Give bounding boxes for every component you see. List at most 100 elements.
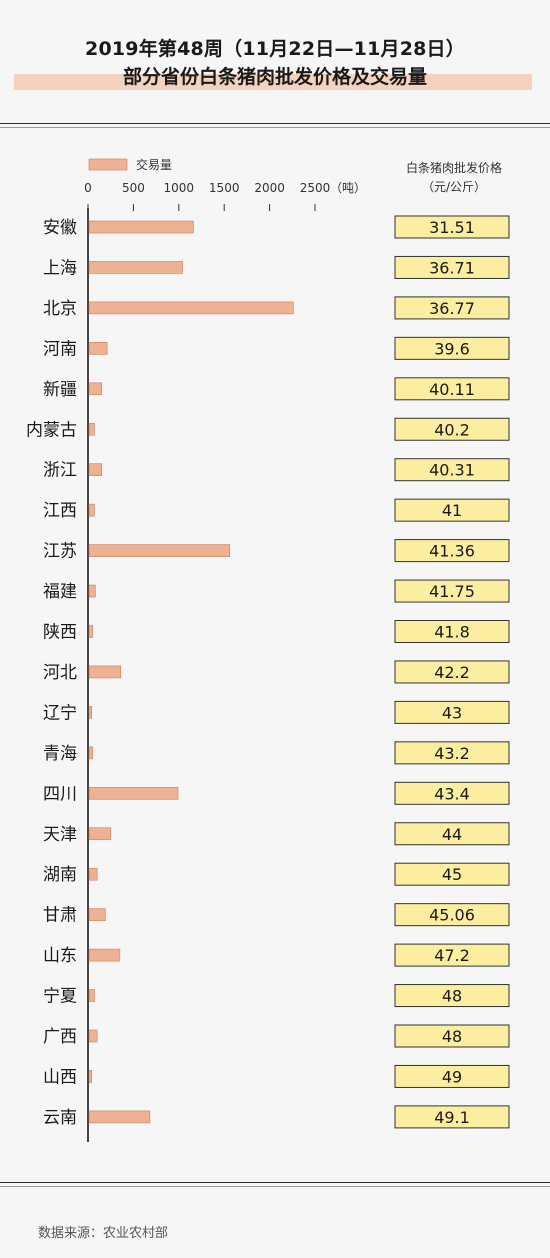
x-axis-unit: （吨）: [330, 181, 366, 195]
volume-bar: [88, 746, 93, 760]
category-label: 山东: [43, 946, 77, 966]
price-value: 41.36: [429, 542, 475, 561]
category-label: 福建: [43, 582, 77, 602]
price-box: [394, 943, 510, 967]
price-box: [394, 296, 510, 320]
price-box: [394, 336, 510, 360]
x-tick-label: 1000: [164, 181, 195, 195]
price-value: 49: [442, 1067, 462, 1086]
volume-bar: [88, 422, 95, 436]
price-box: [394, 498, 510, 522]
category-label: 安徽: [43, 218, 77, 238]
volume-bar: [88, 625, 93, 638]
volume-bar: [88, 786, 179, 800]
title-highlight-band: [14, 74, 532, 90]
price-value: 40.2: [434, 420, 470, 439]
x-tick-label: 0: [84, 181, 92, 195]
volume-bar: [88, 544, 231, 557]
volume-bar: [88, 1029, 98, 1043]
price-value: 43.4: [434, 784, 470, 803]
volume-bar: [88, 220, 194, 234]
price-value: 39.6: [434, 339, 470, 358]
volume-bar: [88, 867, 98, 881]
price-box: [394, 862, 510, 886]
volume-bar: [88, 706, 93, 719]
category-label: 广西: [43, 1027, 77, 1047]
price-value: 43: [442, 703, 462, 722]
category-label: 宁夏: [43, 987, 77, 1007]
price-value: 41.75: [429, 582, 475, 601]
volume-bar: [88, 948, 121, 962]
price-value: 45: [442, 865, 462, 884]
price-box: [394, 903, 510, 927]
x-tick-label: 1500: [209, 181, 240, 195]
price-value: 43.2: [434, 744, 470, 763]
top-divider-thin: [0, 127, 550, 128]
legend-label: 交易量: [136, 157, 172, 172]
data-source: 数据来源：农业农村部: [38, 1226, 169, 1241]
category-label: 江苏: [43, 542, 77, 562]
volume-bar: [88, 908, 106, 921]
x-tick-label: 500: [122, 181, 145, 195]
category-label: 陕西: [43, 623, 77, 643]
legend-swatch: [88, 158, 128, 171]
volume-bar: [88, 342, 108, 355]
category-label: 上海: [43, 258, 77, 278]
volume-bar: [88, 1070, 93, 1083]
volume-bar: [88, 301, 294, 315]
price-box: [394, 215, 510, 239]
price-box: [394, 1105, 510, 1129]
price-box: [394, 1024, 510, 1048]
price-box: [394, 539, 510, 563]
volume-bar: [88, 989, 95, 1002]
price-value: 36.71: [429, 258, 475, 277]
volume-bar: [88, 503, 95, 517]
volume-bar: [88, 261, 183, 274]
volume-bar: [88, 665, 122, 679]
chart-subtitle: 部分省份白条猪肉批发价格及交易量: [122, 66, 427, 88]
price-box: [394, 255, 510, 279]
volume-bar: [88, 827, 112, 841]
category-label: 云南: [43, 1108, 77, 1128]
category-label: 天津: [43, 825, 77, 845]
price-value: 48: [442, 987, 462, 1006]
price-value: 36.77: [429, 299, 475, 318]
price-value: 42.2: [434, 663, 470, 682]
price-value: 40.31: [429, 461, 475, 480]
volume-bar: [88, 584, 96, 598]
volume-bar: [88, 382, 103, 396]
chart-title: 2019年第48周（11月22日—11月28日）: [85, 38, 465, 60]
category-label: 青海: [43, 744, 77, 764]
price-box: [394, 377, 510, 401]
price-box: [394, 458, 510, 482]
price-value: 41: [442, 501, 462, 520]
price-box: [394, 579, 510, 603]
top-divider: [0, 123, 550, 124]
category-label: 山西: [43, 1067, 77, 1087]
volume-bar: [88, 463, 103, 477]
bottom-divider-thin: [0, 1186, 550, 1187]
category-label: 四川: [43, 784, 77, 804]
volume-bar: [88, 1110, 151, 1124]
price-box: [394, 822, 510, 846]
price-value: 41.8: [434, 623, 470, 642]
category-label: 北京: [43, 299, 77, 319]
x-tick-label: 2000: [254, 181, 285, 195]
category-label: 湖南: [43, 865, 77, 885]
bottom-divider: [0, 1182, 550, 1183]
category-label: 新疆: [43, 380, 77, 400]
price-box: [394, 620, 510, 643]
price-box: [394, 741, 510, 765]
price-value: 47.2: [434, 946, 470, 965]
category-label: 甘肃: [43, 906, 77, 926]
category-label: 浙江: [43, 461, 77, 481]
price-header-label: 白条猪肉批发价格: [405, 161, 502, 175]
price-box: [394, 700, 510, 724]
price-value: 45.06: [429, 906, 475, 925]
price-box: [394, 417, 510, 441]
price-box: [394, 660, 510, 684]
x-tick-label: 2500: [300, 181, 331, 195]
category-label: 河南: [43, 339, 77, 359]
category-label: 内蒙古: [26, 420, 77, 440]
